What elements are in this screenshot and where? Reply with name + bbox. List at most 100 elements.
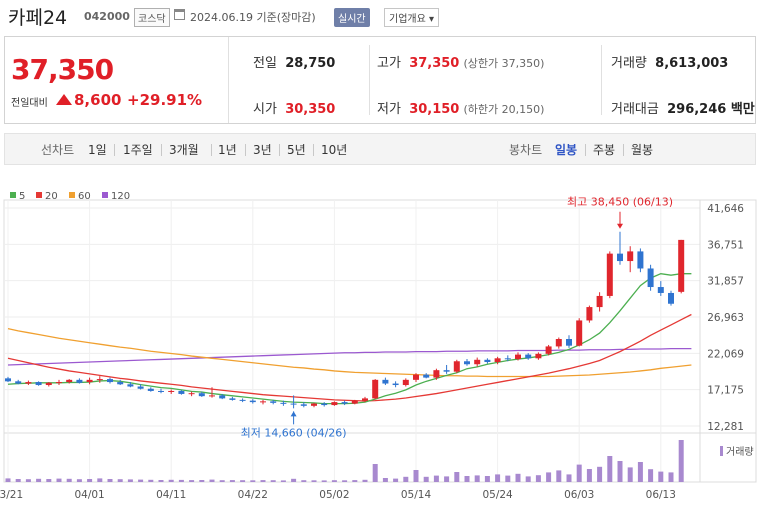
candle-body bbox=[45, 382, 52, 386]
low-label: 저가 bbox=[377, 102, 401, 117]
volume-bar bbox=[36, 478, 42, 482]
y-tick-label: 36,751 bbox=[707, 239, 744, 251]
candle-body bbox=[525, 354, 532, 359]
volume-bar bbox=[382, 478, 388, 482]
volume-bar bbox=[229, 480, 235, 482]
upper-limit: (상한가 37,350) bbox=[463, 57, 545, 70]
candle-body bbox=[321, 403, 328, 406]
volume-bar bbox=[495, 474, 501, 482]
candle-body bbox=[596, 295, 603, 308]
daily-candlestick-chart[interactable]: 41,646 36,751 31,857 26,963 22,069 17,175 12,2… bbox=[0, 178, 760, 510]
candle-body bbox=[494, 358, 501, 363]
low-annotation: 최저 14,660 (04/26) bbox=[241, 426, 347, 439]
volume-bar bbox=[148, 479, 154, 482]
price-change: 8,600 bbox=[74, 91, 122, 109]
chart-period-tabs: 선차트 1일 1주일 3개월 1년 3년 5년 10년 봉차트 일봉 주봉 월봉 bbox=[4, 133, 756, 165]
candle-body bbox=[311, 403, 317, 406]
tab-5y[interactable]: 5년 bbox=[287, 143, 306, 157]
volume-bar bbox=[331, 480, 337, 482]
y-tick-label: 22,069 bbox=[707, 348, 744, 360]
candle-body bbox=[423, 374, 430, 378]
volume-bar bbox=[209, 479, 215, 482]
volume-bar bbox=[15, 479, 21, 482]
candle-body bbox=[209, 395, 215, 397]
candle-body bbox=[137, 386, 144, 389]
y-tick-label: 41,646 bbox=[707, 203, 744, 215]
open-value: 30,350 bbox=[285, 102, 336, 117]
candle-body bbox=[178, 390, 185, 394]
volume-bar bbox=[393, 478, 399, 482]
x-tick-label: 04/11 bbox=[156, 489, 186, 501]
trade-amount: 거래대금 296,246 백만 bbox=[611, 98, 755, 117]
volume-bar bbox=[637, 462, 643, 482]
volume-bar bbox=[576, 464, 582, 482]
calendar-icon bbox=[174, 9, 185, 20]
tab-1y[interactable]: 1년 bbox=[218, 143, 237, 157]
legend-label: 20 bbox=[45, 191, 58, 202]
tab-1w[interactable]: 1주일 bbox=[123, 143, 153, 157]
ma5-line bbox=[7, 273, 692, 405]
tab-weekly[interactable]: 주봉 bbox=[593, 143, 616, 157]
candle-body bbox=[392, 383, 399, 386]
volume-bar bbox=[648, 469, 654, 482]
candle-body bbox=[576, 320, 583, 346]
volume-bar bbox=[76, 479, 82, 482]
volume-bar bbox=[342, 480, 348, 482]
candle-body bbox=[545, 346, 552, 354]
prev-close-value: 28,750 bbox=[285, 56, 336, 71]
volume-bar bbox=[658, 471, 664, 482]
tab-1d[interactable]: 1일 bbox=[88, 143, 107, 157]
volume-bar bbox=[178, 479, 184, 482]
candle-body bbox=[5, 378, 11, 382]
legend-label: 60 bbox=[78, 191, 91, 202]
x-tick-label: 03/21 bbox=[0, 489, 23, 501]
company-overview-button[interactable]: 기업개요 ▾ bbox=[384, 8, 439, 27]
volume-bar bbox=[301, 480, 307, 482]
tab-3y[interactable]: 3년 bbox=[253, 143, 272, 157]
realtime-button[interactable]: 실시간 bbox=[334, 8, 370, 27]
candle-body bbox=[249, 400, 256, 403]
candle-body bbox=[433, 370, 440, 378]
volume: 거래량 8,613,003 bbox=[611, 52, 728, 71]
volume-legend-swatch bbox=[720, 446, 723, 456]
volume-bar bbox=[280, 480, 286, 482]
candle-body bbox=[229, 398, 236, 400]
legend-swatch bbox=[10, 192, 16, 198]
ma120-line bbox=[7, 348, 692, 366]
candle-body bbox=[606, 253, 613, 296]
candle-body bbox=[25, 382, 32, 384]
up-arrow-icon bbox=[56, 94, 72, 105]
tab-3m[interactable]: 3개월 bbox=[169, 143, 199, 157]
divider bbox=[313, 144, 314, 156]
volume-bar bbox=[403, 476, 409, 482]
tab-monthly[interactable]: 월봉 bbox=[631, 143, 654, 157]
high-price: 고가 37,350 (상한가 37,350) bbox=[377, 52, 544, 71]
current-price-box: 37,350 전일대비 8,600 +29.91% bbox=[5, 37, 229, 123]
candle-body bbox=[168, 390, 175, 392]
divider bbox=[279, 144, 280, 156]
divider bbox=[161, 144, 162, 156]
candle-body bbox=[372, 379, 379, 399]
price-change-percent: +29.91% bbox=[127, 91, 203, 109]
low-price: 저가 30,150 (하한가 20,150) bbox=[377, 98, 544, 117]
volume-bar bbox=[87, 479, 93, 482]
tab-10y[interactable]: 10년 bbox=[321, 143, 348, 157]
candle-body bbox=[107, 379, 113, 383]
candle-body bbox=[290, 403, 297, 405]
high-arrow-head bbox=[617, 223, 623, 229]
candle-body bbox=[362, 398, 368, 401]
volume-bar bbox=[678, 440, 684, 482]
volume-bar bbox=[117, 479, 123, 482]
volume-bar bbox=[627, 467, 633, 482]
candle-body bbox=[56, 382, 62, 384]
x-tick-label: 04/22 bbox=[238, 489, 268, 501]
volume-bar bbox=[423, 476, 429, 482]
candle-body bbox=[117, 382, 124, 385]
candle-body bbox=[515, 354, 521, 360]
tab-daily[interactable]: 일봉 bbox=[555, 143, 578, 157]
volume-bar bbox=[597, 466, 603, 482]
ma60-line bbox=[7, 327, 692, 378]
candle-body bbox=[443, 370, 450, 372]
divider bbox=[601, 45, 602, 115]
volume-bar bbox=[515, 473, 521, 482]
